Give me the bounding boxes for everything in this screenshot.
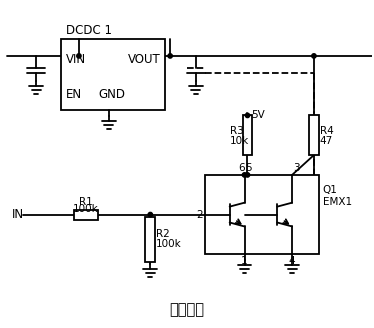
Circle shape bbox=[77, 54, 81, 58]
Text: 5V: 5V bbox=[251, 111, 265, 120]
Text: R4: R4 bbox=[320, 126, 334, 136]
Text: IN: IN bbox=[12, 208, 24, 221]
Text: 10k: 10k bbox=[230, 136, 249, 146]
FancyBboxPatch shape bbox=[309, 115, 319, 155]
Text: 4: 4 bbox=[289, 256, 295, 266]
FancyBboxPatch shape bbox=[74, 210, 98, 219]
Text: GND: GND bbox=[99, 88, 126, 101]
Text: 3: 3 bbox=[293, 163, 300, 173]
Circle shape bbox=[168, 54, 172, 58]
Circle shape bbox=[312, 54, 316, 58]
Circle shape bbox=[245, 173, 250, 177]
Text: 47: 47 bbox=[320, 136, 333, 146]
Text: EN: EN bbox=[66, 88, 82, 101]
Text: 1: 1 bbox=[241, 256, 248, 266]
Text: 2: 2 bbox=[196, 210, 203, 219]
Circle shape bbox=[148, 213, 153, 217]
Text: 100k: 100k bbox=[156, 239, 182, 249]
Text: R2: R2 bbox=[156, 229, 170, 239]
Text: R1: R1 bbox=[79, 196, 93, 207]
Text: R3: R3 bbox=[230, 126, 243, 136]
Bar bbox=[205, 175, 319, 254]
Text: EMX1: EMX1 bbox=[323, 197, 352, 207]
Text: Q1: Q1 bbox=[323, 185, 338, 195]
FancyBboxPatch shape bbox=[242, 115, 252, 155]
Text: 6: 6 bbox=[238, 163, 245, 173]
Text: 放电电路: 放电电路 bbox=[169, 302, 205, 317]
Bar bbox=[61, 39, 165, 111]
Text: VOUT: VOUT bbox=[128, 53, 160, 66]
Text: 5: 5 bbox=[245, 163, 252, 173]
Circle shape bbox=[242, 173, 247, 177]
Text: DCDC 1: DCDC 1 bbox=[66, 24, 112, 37]
Circle shape bbox=[245, 113, 250, 118]
Text: VIN: VIN bbox=[66, 53, 86, 66]
FancyBboxPatch shape bbox=[145, 216, 155, 262]
Text: 100k: 100k bbox=[73, 204, 99, 214]
